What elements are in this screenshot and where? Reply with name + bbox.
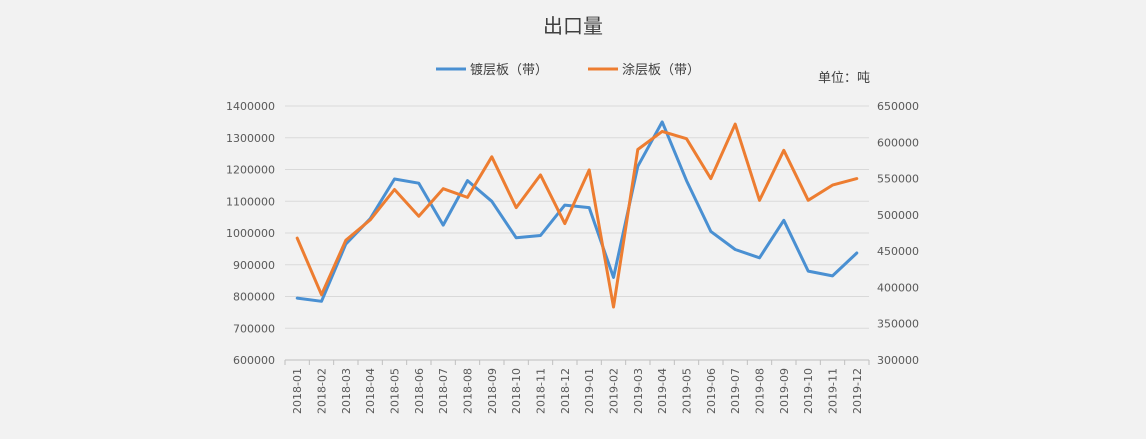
x-axis: 2018-01 2018-02 2018-03 2018-04 2018-05 2018-… — [284, 359, 870, 414]
y-right-tick-label: 350000 — [877, 318, 919, 331]
y-left-tick-label: 1000000 — [226, 227, 275, 240]
y-right-tick-label: 500000 — [877, 209, 919, 222]
unit-label: 单位：吨 — [818, 71, 870, 86]
y-right-tick-label: 450000 — [877, 245, 919, 258]
x-tick-label: 2018-12 — [559, 368, 572, 414]
series-layer — [295, 120, 859, 309]
x-tick-label: 2019-06 — [705, 368, 718, 414]
x-tick-label: 2019-07 — [729, 368, 742, 414]
y-axis-left: 600000 700000 800000 900000 1000000 1100000 12… — [226, 100, 275, 367]
y-right-tick-label: 300000 — [877, 354, 919, 367]
y-left-tick-label: 900000 — [233, 259, 275, 272]
x-tick-label: 2018-06 — [413, 368, 426, 414]
y-left-tick-label: 1100000 — [226, 195, 275, 208]
y-axis-right: 300000 350000 400000 450000 500000 550000 6000… — [877, 100, 919, 367]
y-left-tick-label: 800000 — [233, 291, 275, 304]
y-left-tick-label: 1200000 — [226, 164, 275, 177]
x-tick-label: 2019-10 — [802, 368, 815, 414]
x-tick-label: 2018-04 — [364, 368, 377, 414]
series-line-2 — [295, 122, 859, 309]
y-left-tick-label: 1400000 — [226, 100, 275, 113]
x-tick-label: 2018-10 — [510, 368, 523, 414]
x-tick-label: 2019-05 — [681, 368, 694, 414]
x-tick-label: 2018-02 — [316, 368, 329, 414]
x-tick-label: 2019-11 — [827, 368, 840, 414]
y-left-tick-label: 600000 — [233, 354, 275, 367]
y-left-tick-label: 1300000 — [226, 132, 275, 145]
y-right-tick-label: 550000 — [877, 173, 919, 186]
x-tick-label: 2018-09 — [486, 368, 499, 414]
x-tick-label: 2018-08 — [462, 368, 475, 414]
x-tick-label: 2018-11 — [535, 368, 548, 414]
gridlines — [285, 105, 869, 361]
x-tick-label: 2019-09 — [778, 368, 791, 414]
y-left-tick-label: 700000 — [233, 322, 275, 335]
x-tick-label: 2019-12 — [851, 368, 864, 414]
chart-title: 出口量 — [543, 14, 603, 38]
y-right-tick-label: 600000 — [877, 136, 919, 149]
legend-label-series-1: 镀层板（带） — [470, 62, 548, 78]
legend-label-series-2: 涂层板（带） — [622, 62, 700, 78]
y-right-tick-label: 650000 — [877, 100, 919, 113]
x-tick-label: 2019-08 — [754, 368, 767, 414]
series-line-1 — [295, 120, 859, 303]
x-tick-label: 2019-02 — [608, 368, 621, 414]
x-tick-label: 2018-03 — [340, 368, 353, 414]
x-tick-label: 2019-04 — [656, 368, 669, 414]
legend: 镀层板（带） 涂层板（带） — [436, 62, 700, 78]
x-tick-label: 2019-03 — [632, 368, 645, 414]
x-tick-label: 2018-05 — [389, 368, 402, 414]
x-tick-label: 2018-01 — [291, 368, 304, 414]
x-tick-label: 2019-01 — [583, 368, 596, 414]
y-right-tick-label: 400000 — [877, 281, 919, 294]
x-tick-label: 2018-07 — [437, 368, 450, 414]
